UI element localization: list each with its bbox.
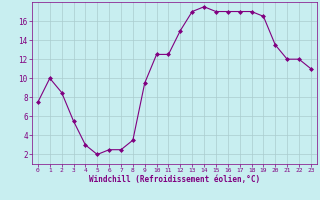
X-axis label: Windchill (Refroidissement éolien,°C): Windchill (Refroidissement éolien,°C) (89, 175, 260, 184)
